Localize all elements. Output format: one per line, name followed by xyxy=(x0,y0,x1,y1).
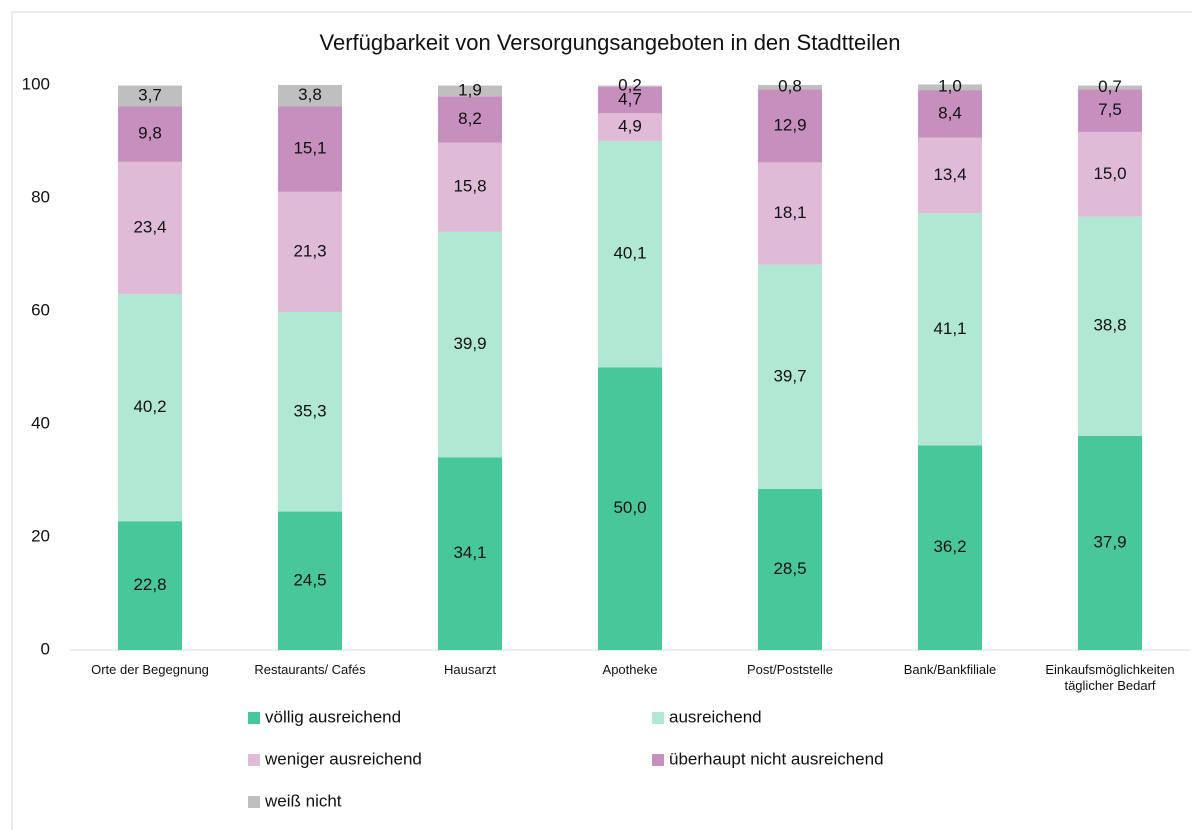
bar-segment xyxy=(438,96,502,143)
data-label: 37,9 xyxy=(1093,532,1126,551)
bar-segment xyxy=(758,85,822,90)
data-label: 9,8 xyxy=(138,124,162,143)
data-label: 18,1 xyxy=(773,203,806,222)
x-tick-label: Restaurants/ Cafés xyxy=(254,662,366,677)
x-tick-label: Apotheke xyxy=(602,662,658,677)
legend-label: völlig ausreichend xyxy=(265,707,401,726)
bar-segment xyxy=(278,511,342,650)
x-tick-label: Bank/Bankfiliale xyxy=(903,662,997,677)
data-label: 8,2 xyxy=(458,109,482,128)
y-tick-label: 20 xyxy=(31,526,50,545)
data-label: 0,7 xyxy=(1098,77,1122,96)
legend-swatch xyxy=(652,754,664,766)
data-label: 39,7 xyxy=(773,366,806,385)
bar-segment xyxy=(1078,131,1142,217)
legend-swatch xyxy=(248,712,260,724)
bar-segment xyxy=(118,85,182,107)
chart-title: Verfügbarkeit von Versorgungsangeboten i… xyxy=(320,30,901,55)
bar-segment xyxy=(1078,435,1142,650)
bar-segment xyxy=(438,142,502,232)
bar-segment xyxy=(438,85,502,97)
y-tick-label: 100 xyxy=(22,74,50,93)
data-label: 22,8 xyxy=(133,575,166,594)
bar-segment xyxy=(758,488,822,650)
bar-segment xyxy=(758,162,822,265)
bar-segment xyxy=(118,521,182,650)
data-label: 41,1 xyxy=(933,319,966,338)
bar-segment xyxy=(438,231,502,458)
data-label: 3,8 xyxy=(298,85,322,104)
x-tick-label: Post/Poststelle xyxy=(747,662,833,677)
data-label: 4,9 xyxy=(618,117,642,136)
chart-frame xyxy=(11,11,1192,830)
data-label: 15,1 xyxy=(293,139,326,158)
legend-swatch xyxy=(248,754,260,766)
x-tick-label: Hausarzt xyxy=(443,662,497,677)
legend-swatch xyxy=(652,712,664,724)
y-tick-label: 60 xyxy=(31,300,50,319)
data-label: 24,5 xyxy=(293,570,326,589)
bar-segment xyxy=(758,264,822,489)
legend-label: weiß nicht xyxy=(264,791,342,810)
bar-segment xyxy=(438,457,502,650)
bar-segment xyxy=(278,191,342,313)
bar-segment xyxy=(918,137,982,214)
bar-segment xyxy=(598,113,662,141)
y-tick-label: 0 xyxy=(41,639,50,658)
legend-label: überhaupt nicht ausreichend xyxy=(669,749,884,768)
y-tick-label: 80 xyxy=(31,187,50,206)
data-label: 35,3 xyxy=(293,401,326,420)
y-tick-label: 40 xyxy=(31,413,50,432)
bar-segment xyxy=(278,106,342,192)
data-label: 4,7 xyxy=(618,89,642,108)
bar-segment xyxy=(918,445,982,650)
bar-segment xyxy=(598,140,662,368)
bar-segment xyxy=(918,90,982,138)
legend-swatch xyxy=(248,796,260,808)
data-label: 21,3 xyxy=(293,241,326,260)
bar-segment xyxy=(278,312,342,512)
data-label: 39,9 xyxy=(453,334,486,353)
bar-segment xyxy=(1078,89,1142,132)
data-label: 40,1 xyxy=(613,244,646,263)
bar-segment xyxy=(1078,85,1142,90)
data-label: 15,8 xyxy=(453,177,486,196)
data-label: 12,9 xyxy=(773,115,806,134)
bar-segment xyxy=(278,85,342,107)
data-label: 3,7 xyxy=(138,86,162,105)
legend-label: weniger ausreichend xyxy=(264,749,422,768)
data-label: 1,9 xyxy=(458,80,482,99)
data-label: 23,4 xyxy=(133,217,166,236)
bar-segment xyxy=(598,85,662,87)
data-label: 28,5 xyxy=(773,559,806,578)
data-label: 34,1 xyxy=(453,543,486,562)
data-label: 15,0 xyxy=(1093,164,1126,183)
data-label: 0,2 xyxy=(618,76,642,95)
data-label: 8,4 xyxy=(938,103,962,122)
bar-segment xyxy=(918,213,982,446)
bar-segment xyxy=(598,367,662,650)
bar-segment xyxy=(1078,216,1142,436)
data-label: 40,2 xyxy=(133,397,166,416)
data-label: 36,2 xyxy=(933,537,966,556)
bar-segment xyxy=(118,294,182,522)
data-label: 13,4 xyxy=(933,165,966,184)
data-label: 0,8 xyxy=(778,77,802,96)
x-tick-label: Orte der Begegnung xyxy=(91,662,209,677)
bar-segment xyxy=(118,106,182,162)
data-label: 38,8 xyxy=(1093,316,1126,335)
bar-segment xyxy=(918,84,982,91)
bar-segment xyxy=(118,161,182,295)
legend-label: ausreichend xyxy=(669,707,762,726)
x-tick-label: Einkaufsmöglichkeiten täglicher Bedarf xyxy=(1045,662,1175,693)
data-label: 50,0 xyxy=(613,498,646,517)
data-label: 7,5 xyxy=(1098,100,1122,119)
data-label: 1,0 xyxy=(938,77,962,96)
bar-segment xyxy=(598,86,662,114)
bar-segment xyxy=(758,89,822,163)
